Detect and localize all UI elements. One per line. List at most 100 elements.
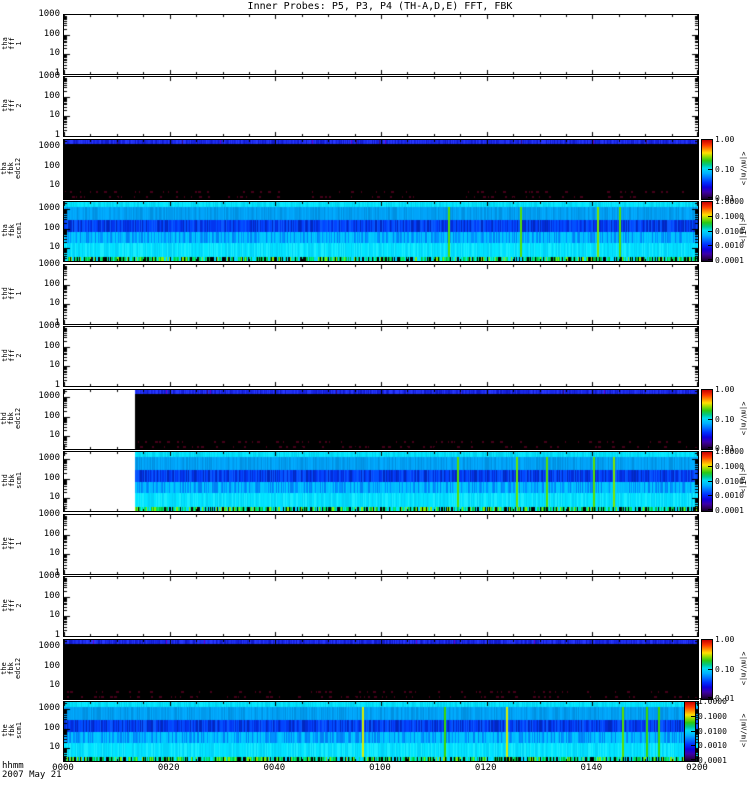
spectrogram-the-fff-1 <box>64 515 698 574</box>
ytick-label: 100 <box>43 722 60 733</box>
ytick-label: 100 <box>43 590 60 601</box>
colorbar-tick-label: 0.1000 <box>715 211 744 221</box>
panel-tha-fbk-edc12 <box>63 139 699 200</box>
ytick-label: 1000 <box>38 203 60 214</box>
ytick-label: 1000 <box>38 321 60 331</box>
colorbar-tick-mark <box>708 669 712 670</box>
colorbar-unit-text-the-fbk-edc12: <|mV/m|> <box>739 651 747 686</box>
colorbar-tick-mark <box>691 745 695 746</box>
colorbar-unit-text-tha-fbk-scm1: <|nT|> <box>739 217 748 244</box>
colorbar-tick-mark <box>708 697 712 698</box>
ytick-label: 100 <box>43 28 60 39</box>
panel-ylabel-the-fff-1: the fff 1 <box>0 514 24 573</box>
colorbar-tick-mark <box>708 481 712 482</box>
colorbar-tick-label: 0.01 <box>715 444 735 453</box>
ytick-label: 10 <box>49 360 60 371</box>
colorbar-tick-mark <box>708 639 712 640</box>
ytick-label: 1000 <box>38 391 60 402</box>
spectrogram-thd-fff-1 <box>64 265 698 324</box>
colorbar-unit-text-the-fbk-scm1: <|mV/m|> <box>739 713 747 748</box>
ytick-label: 1 <box>54 380 60 390</box>
colorbar-unit-text-thd-fbk-edc12: <|mV/m|> <box>739 401 747 436</box>
panel-the-fbk-edc12 <box>63 639 699 700</box>
ytick-label: 10 <box>49 180 60 191</box>
ytick-label: 100 <box>43 410 60 421</box>
colorbar-tick-mark <box>708 231 712 232</box>
colorbar-tick-mark <box>691 716 695 717</box>
ytick-label: 1 <box>54 130 60 140</box>
colorbar-tick-label: 0.01 <box>715 694 735 703</box>
colorbar-tick-label: 0.0100 <box>715 226 744 236</box>
panel-the-fff-1 <box>63 514 699 575</box>
colorbar-unit-thd-fbk-edc12: <|mV/m|> <box>736 389 749 448</box>
panel-thd-fff-2 <box>63 326 699 387</box>
ytick-label: 10 <box>49 48 60 59</box>
x-axis-tick-label: 0000 <box>52 763 74 773</box>
ytick-label: 100 <box>43 528 60 539</box>
colorbar-tick-label: 1.00 <box>715 135 735 144</box>
colorbar-tick-mark <box>691 759 695 760</box>
colorbar-tick-mark <box>691 701 695 702</box>
colorbar-unit-text-thd-fbk-scm1: <|nT|> <box>739 467 748 494</box>
ytick-label: 1000 <box>38 703 60 714</box>
colorbar-tick-mark <box>708 245 712 246</box>
panel-thd-fbk-scm1 <box>63 451 699 512</box>
colorbar-tick-mark <box>708 197 712 198</box>
ytick-label: 1000 <box>38 509 60 519</box>
colorbar-tick-mark <box>708 169 712 170</box>
spectrogram-thd-fbk-scm1 <box>64 452 698 511</box>
colorbar-thd-fbk-edc12 <box>701 389 713 450</box>
ytick-label: 10 <box>49 242 60 253</box>
ytick-label: 10 <box>49 548 60 559</box>
colorbar-tick-label: 0.0010 <box>715 491 744 501</box>
panel-tha-fbk-scm1 <box>63 201 699 262</box>
ytick-label: 1000 <box>38 141 60 152</box>
ytick-label: 1000 <box>38 571 60 581</box>
colorbar-unit-tha-fbk-scm1: <|nT|> <box>736 201 749 260</box>
colorbar-tick-mark <box>708 389 712 390</box>
ytick-label: 100 <box>43 472 60 483</box>
colorbar-tick-label: 0.0001 <box>715 506 744 515</box>
ytick-label: 1000 <box>38 259 60 269</box>
ytick-label: 1 <box>54 318 60 328</box>
colorbar-tick-label: 0.0010 <box>715 241 744 251</box>
ytick-label: 1000 <box>38 9 60 19</box>
ytick-label: 1000 <box>38 641 60 652</box>
ytick-label: 1 <box>54 68 60 78</box>
panel-ylabel-tha-fff-1: tha fff 1 <box>0 14 24 73</box>
colorbar-the-fbk-edc12 <box>701 639 713 700</box>
colorbar-tick-label: 0.0100 <box>698 726 727 736</box>
ytick-label: 1 <box>54 568 60 578</box>
ytick-label: 10 <box>49 680 60 691</box>
spectrogram-the-fbk-edc12 <box>64 640 698 699</box>
colorbar-unit-the-fbk-edc12: <|mV/m|> <box>736 639 749 698</box>
colorbar-tick-label: 0.0010 <box>698 741 727 751</box>
panel-ylabel-thd-fff-1: thd fff 1 <box>0 264 24 323</box>
colorbar-unit-thd-fbk-scm1: <|nT|> <box>736 451 749 510</box>
panel-thd-fbk-edc12 <box>63 389 699 450</box>
spectrogram-the-fbk-scm1 <box>64 702 698 761</box>
panel-tha-fff-1 <box>63 14 699 75</box>
x-axis-unit-label: hhmm <box>2 761 24 771</box>
x-axis-tick-label: 0040 <box>263 763 286 773</box>
spectrogram-thd-fff-2 <box>64 327 698 386</box>
colorbar-tick-mark <box>708 466 712 467</box>
ytick-label: 100 <box>43 660 60 671</box>
spectrogram-thd-fbk-edc12 <box>64 390 698 449</box>
x-axis-tick-label: 0140 <box>580 763 603 773</box>
panel-ylabel-the-fff-2: the fff 2 <box>0 576 24 635</box>
ytick-label: 10 <box>49 298 60 309</box>
colorbar-tick-label: 0.10 <box>715 664 735 674</box>
ytick-label: 1000 <box>38 71 60 81</box>
plot-title: Inner Probes: P5, P3, P4 (TH-A,D,E) FFT,… <box>247 1 513 12</box>
x-axis-tick-label: 0120 <box>474 763 497 773</box>
colorbar-tha-fbk-edc12 <box>701 139 713 200</box>
panel-ylabel-tha-fff-2: tha fff 2 <box>0 76 24 135</box>
ytick-label: 100 <box>43 340 60 351</box>
panel-the-fff-2 <box>63 576 699 637</box>
colorbar-tick-label: 1.00 <box>715 385 735 394</box>
ytick-label: 100 <box>43 160 60 171</box>
colorbar-tick-label: 0.1000 <box>698 711 727 721</box>
ytick-label: 10 <box>49 492 60 503</box>
